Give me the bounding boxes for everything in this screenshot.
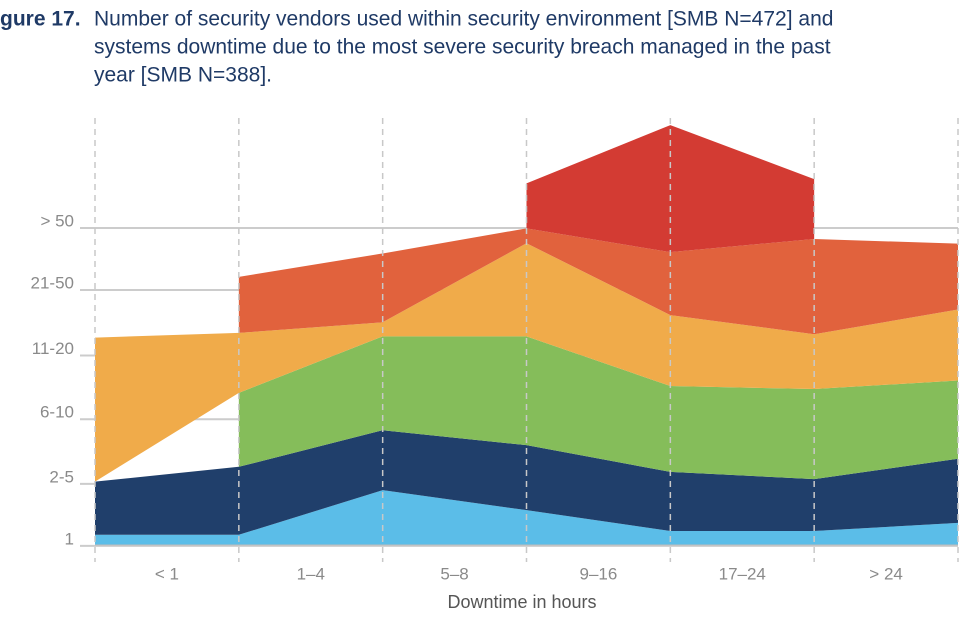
figure-label: gure 17.: [0, 8, 81, 31]
y-tick-label: 6-10: [40, 403, 74, 422]
chart-title: systems downtime due to the most severe …: [94, 36, 831, 59]
y-tick-label: 21-50: [31, 274, 74, 293]
x-tick-label: 9–16: [580, 564, 618, 583]
chart-title: year [SMB N=388].: [94, 64, 272, 87]
x-tick-label: < 1: [155, 564, 179, 583]
y-tick-label: 2-5: [49, 467, 74, 486]
x-tick-label: 1–4: [297, 564, 325, 583]
chart-title: Number of security vendors used within s…: [94, 8, 833, 31]
x-tick-label: > 24: [869, 564, 903, 583]
area: [95, 243, 958, 482]
y-tick-label: 11-20: [32, 339, 74, 358]
y-tick-label: 1: [65, 529, 74, 548]
x-tick-label: 17–24: [719, 564, 766, 583]
x-tick-label: 5–8: [440, 564, 468, 583]
y-tick-label: > 50: [40, 211, 74, 230]
area: [238, 336, 959, 480]
area: [238, 228, 959, 335]
x-axis-label: Downtime in hours: [447, 592, 596, 612]
